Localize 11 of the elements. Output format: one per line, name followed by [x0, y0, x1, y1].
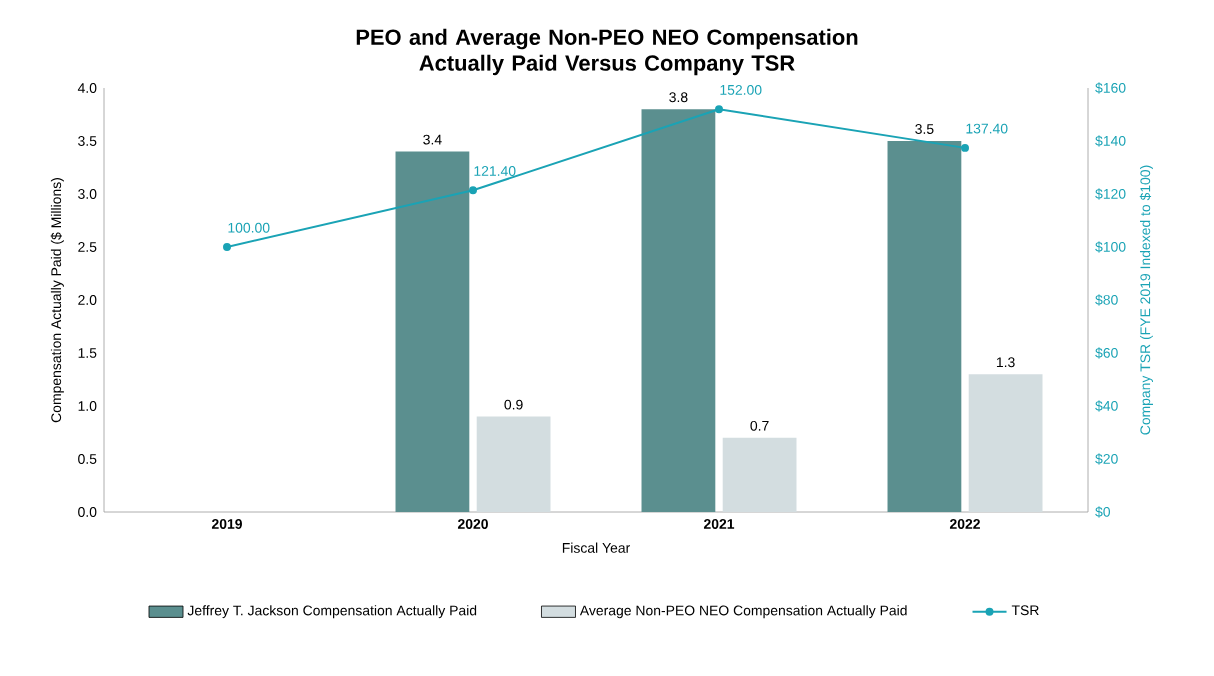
point [715, 105, 723, 114]
bar [968, 374, 1043, 512]
point [469, 186, 477, 195]
chart-title: PEO and Average Non-PEO NEO Compensation Actually Paid Versus Company TSR [356, 28, 858, 76]
point [223, 243, 231, 251]
bar [395, 151, 470, 512]
bar [722, 437, 797, 512]
bar [641, 109, 716, 512]
bar [887, 141, 962, 512]
point [961, 143, 969, 152]
bar [476, 416, 551, 512]
